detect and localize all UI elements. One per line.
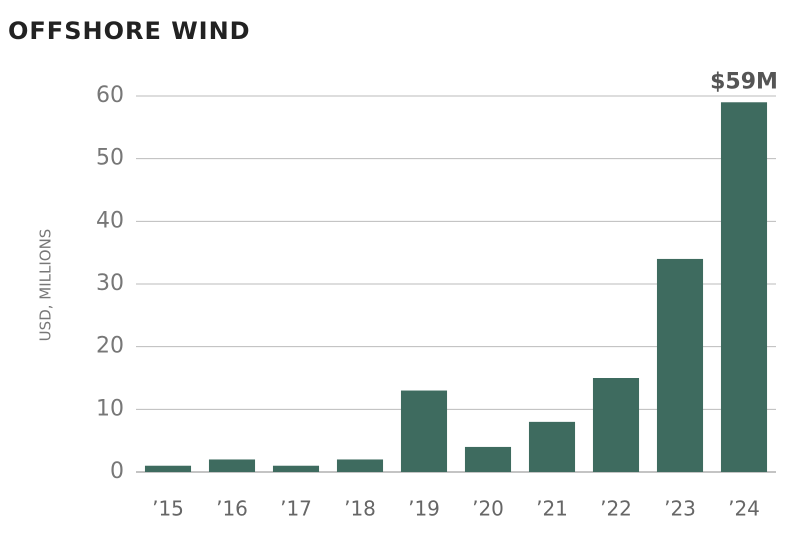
bar [400, 390, 448, 472]
y-tick-label: 20 [96, 334, 124, 359]
data-label: $59M [710, 69, 778, 94]
bar [656, 258, 704, 472]
bar [464, 446, 512, 472]
x-tick-label: ’19 [408, 497, 440, 521]
x-tick-label: ’23 [664, 497, 696, 521]
bar [592, 378, 640, 472]
x-tick-label: ’20 [472, 497, 504, 521]
y-tick-label: 40 [96, 208, 124, 233]
y-tick-label: 0 [110, 459, 124, 484]
y-axis-label: USD, MILLIONS [37, 229, 55, 342]
bar [208, 459, 256, 472]
y-tick-label: 60 [96, 83, 124, 108]
y-tick-label: 50 [96, 146, 124, 171]
x-tick-label: ’18 [344, 497, 376, 521]
bar [528, 421, 576, 472]
x-tick-label: ’16 [216, 497, 248, 521]
x-tick-label: ’24 [728, 497, 760, 521]
chart-title: OFFSHORE WIND [8, 17, 251, 45]
bar [144, 465, 192, 472]
bar [336, 459, 384, 472]
x-tick-label: ’15 [152, 497, 184, 521]
x-tick-label: ’22 [600, 497, 632, 521]
y-tick-label: 10 [96, 396, 124, 421]
x-tick-label: ’21 [536, 497, 568, 521]
bar [272, 465, 320, 472]
bar [720, 102, 768, 473]
x-tick-label: ’17 [280, 497, 312, 521]
y-tick-label: 30 [96, 271, 124, 296]
